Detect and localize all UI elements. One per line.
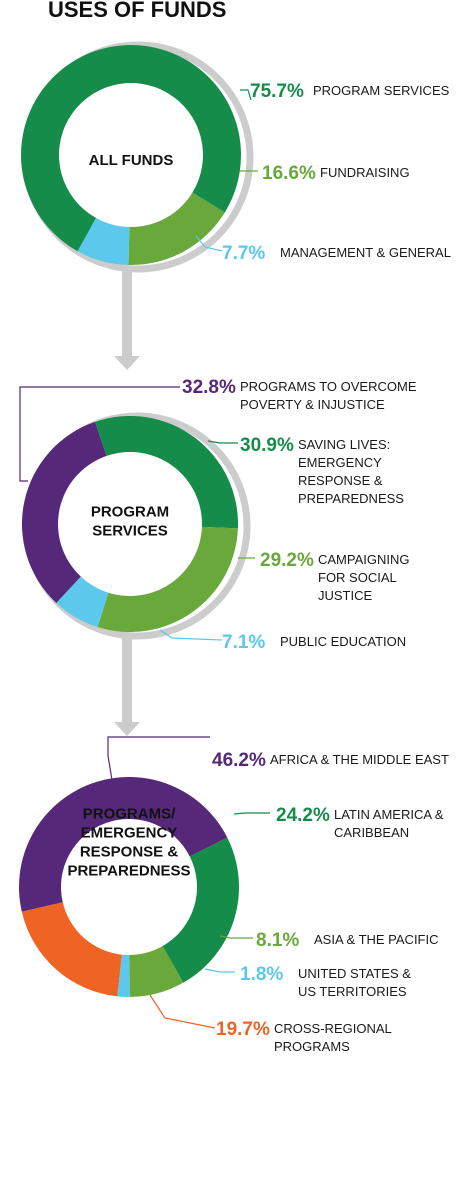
data-label: 8.1%	[256, 930, 299, 951]
category-label: PROGRAM SERVICES	[313, 83, 450, 98]
data-label: 7.1%	[222, 632, 265, 653]
donut-segment	[21, 421, 107, 603]
leader-line	[19, 386, 180, 482]
donut-segment	[128, 192, 225, 265]
category-label: SAVING LIVES:	[298, 437, 390, 452]
category-label: JUSTICE	[318, 588, 373, 603]
data-label: 30.9%	[240, 435, 294, 456]
category-label: PREPAREDNESS	[298, 491, 404, 506]
category-label: CARIBBEAN	[334, 825, 409, 840]
category-label: CROSS-REGIONAL	[274, 1021, 392, 1036]
center-label: PROGRAMS/	[83, 806, 176, 823]
leader-line	[240, 89, 252, 101]
data-label: 16.6%	[262, 163, 316, 184]
center-label: SERVICES	[92, 523, 168, 540]
donut-segment	[94, 415, 238, 529]
data-label: 32.8%	[182, 377, 236, 398]
connector-arrow-shaft-2	[122, 636, 132, 724]
donut-segment	[21, 902, 122, 997]
category-label: FUNDRAISING	[320, 165, 410, 180]
data-label: 7.7%	[222, 243, 265, 264]
data-label: 1.8%	[240, 964, 283, 985]
data-label: 46.2%	[212, 750, 266, 771]
donut-segment	[56, 576, 109, 628]
leader-line	[219, 935, 253, 939]
category-label: CAMPAIGNING	[318, 552, 410, 567]
connector-arrow-head-1	[114, 356, 140, 370]
category-label: PROGRAMS	[274, 1039, 350, 1054]
leader-line	[149, 994, 216, 1029]
center-label: EMERGENCY	[81, 825, 178, 842]
category-label: RESPONSE &	[298, 473, 383, 488]
center-label: PREPAREDNESS	[67, 863, 190, 880]
data-label: 75.7%	[250, 81, 304, 102]
leader-line	[233, 812, 270, 815]
category-label: PROGRAMS TO OVERCOME	[240, 379, 417, 394]
center-label: PROGRAM	[91, 504, 169, 521]
leader-line	[195, 235, 223, 252]
leader-line	[207, 440, 238, 444]
leader-line	[204, 968, 235, 973]
category-label: LATIN AMERICA &	[334, 807, 444, 822]
donut-segment	[162, 837, 240, 983]
center-label: RESPONSE &	[80, 844, 179, 861]
category-label: POVERTY & INJUSTICE	[240, 397, 385, 412]
data-label: 24.2%	[276, 805, 330, 826]
data-label: 29.2%	[260, 550, 314, 571]
donut-segment	[97, 526, 238, 633]
donut-segment	[129, 946, 184, 997]
chart-title: USES OF FUNDS	[48, 0, 226, 22]
donut-segment	[117, 954, 130, 998]
donut-segment	[19, 777, 228, 912]
data-label: 19.7%	[216, 1019, 270, 1040]
connector-arrow-head-2	[114, 722, 140, 736]
donut-segment	[77, 217, 130, 265]
category-label: PUBLIC EDUCATION	[280, 634, 406, 649]
category-label: AFRICA & THE MIDDLE EAST	[270, 752, 449, 767]
leader-line	[159, 629, 223, 641]
category-label: US TERRITORIES	[298, 984, 407, 999]
category-label: MANAGEMENT & GENERAL	[280, 245, 451, 260]
leader-line	[107, 736, 210, 781]
category-label: FOR SOCIAL	[318, 570, 397, 585]
category-label: EMERGENCY	[298, 455, 382, 470]
category-label: ASIA & THE PACIFIC	[314, 932, 439, 947]
category-label: UNITED STATES &	[298, 966, 411, 981]
donut-segment	[20, 45, 241, 252]
center-label: ALL FUNDS	[89, 152, 174, 169]
connector-arrow-shaft-1	[122, 266, 132, 358]
